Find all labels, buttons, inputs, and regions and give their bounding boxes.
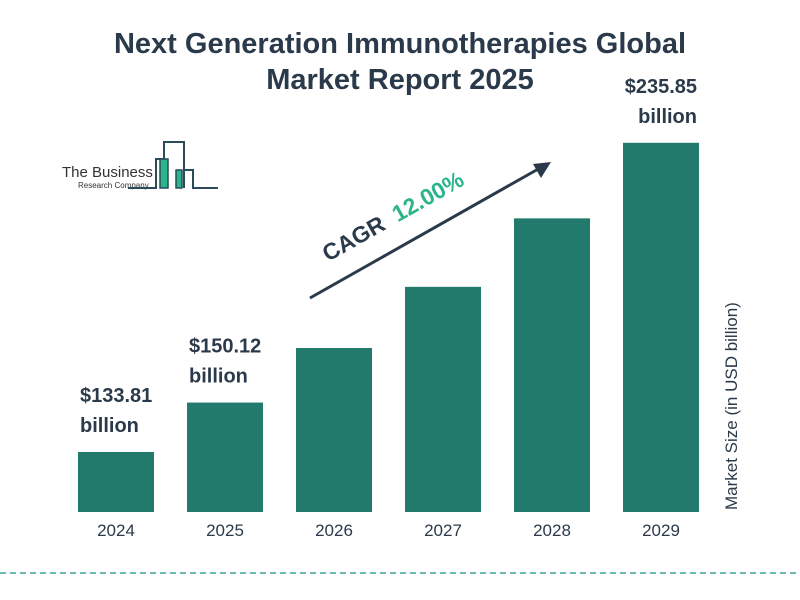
title-line-2: Market Report 2025 — [266, 64, 534, 96]
x-tick-label: 2028 — [533, 521, 571, 540]
logo-bar-icon — [159, 158, 169, 189]
cagr-arrow — [309, 162, 551, 300]
title-line-1: Next Generation Immunotherapies Global — [113, 28, 687, 60]
data-label-value: $150.12 — [189, 336, 261, 358]
x-tick-label: 2029 — [642, 521, 680, 540]
y-axis-label: Market Size (in USD billion) — [722, 302, 741, 510]
x-tick-label: 2027 — [424, 521, 462, 540]
arrow-head-icon — [533, 162, 551, 178]
bar-2029 — [623, 142, 699, 512]
bar-2026 — [296, 347, 372, 512]
data-label-value: $133.81 — [80, 385, 152, 407]
data-label-unit: billion — [638, 106, 697, 128]
bar-2027 — [405, 286, 481, 512]
bar-2025 — [187, 402, 263, 512]
x-tick-label: 2025 — [206, 521, 244, 540]
logo-text-1: The Business — [62, 164, 153, 181]
x-tick-label: 2026 — [315, 521, 353, 540]
logo: The Business Research Company — [62, 141, 218, 190]
cagr-value: 12.00% — [387, 166, 468, 227]
data-label-unit: billion — [80, 415, 139, 437]
chart-title: Next Generation Immunotherapies Global M… — [0, 26, 800, 98]
logo-bar-icon-2 — [175, 169, 183, 189]
logo-text-2: Research Company — [78, 181, 149, 190]
bar-2028 — [514, 218, 590, 512]
x-tick-label: 2024 — [97, 521, 135, 540]
bar-2024 — [78, 451, 154, 512]
arrow-line — [309, 166, 541, 300]
data-label-value: $235.85 — [625, 76, 697, 98]
data-label-unit: billion — [189, 366, 248, 388]
